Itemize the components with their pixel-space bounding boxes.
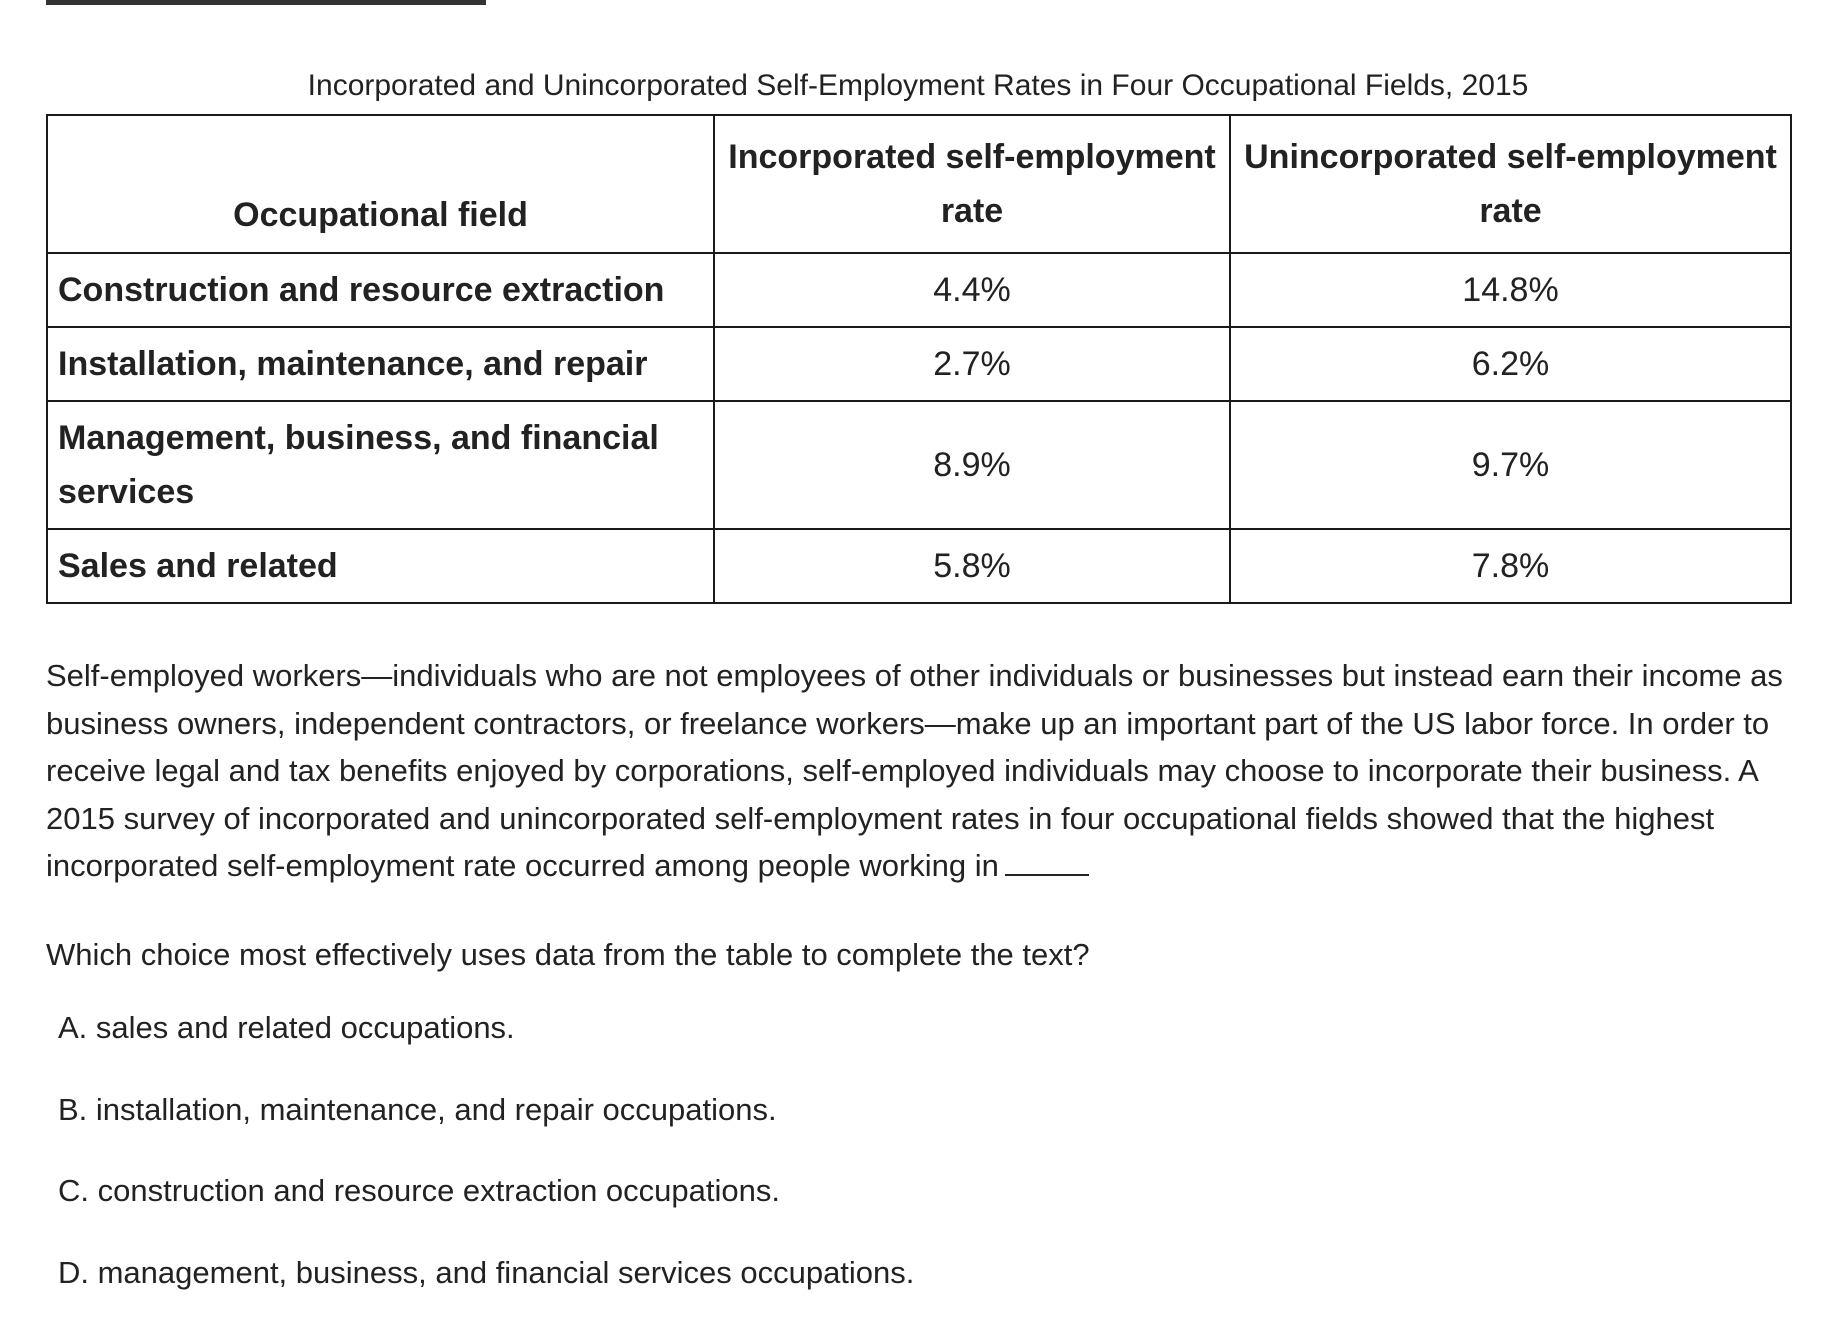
choice-a[interactable]: A. sales and related occupations. — [58, 1005, 914, 1087]
table-caption: Incorporated and Unincorporated Self-Emp… — [46, 66, 1790, 106]
table-header-row: Occupational field Incorporated self-emp… — [47, 115, 1791, 253]
choice-b[interactable]: B. installation, maintenance, and repair… — [58, 1087, 914, 1169]
incorporated-rate-cell: 8.9% — [714, 401, 1230, 529]
unincorporated-rate-cell: 9.7% — [1230, 401, 1791, 529]
incorporated-rate-cell: 4.4% — [714, 253, 1230, 327]
passage-text: Self-employed workers—individuals who ar… — [46, 658, 1783, 883]
unincorporated-rate-cell: 14.8% — [1230, 253, 1791, 327]
table-row: Installation, maintenance, and repair 2.… — [47, 327, 1791, 401]
table-row: Construction and resource extraction 4.4… — [47, 253, 1791, 327]
table-row: Sales and related 5.8% 7.8% — [47, 529, 1791, 603]
table-row: Management, business, and financial serv… — [47, 401, 1791, 529]
answer-choices: A. sales and related occupations. B. ins… — [58, 1005, 914, 1331]
occupational-field-cell: Sales and related — [47, 529, 714, 603]
top-divider-bar — [46, 0, 486, 5]
choice-d[interactable]: D. management, business, and financial s… — [58, 1250, 914, 1331]
question-prompt: Which choice most effectively uses data … — [46, 932, 1090, 978]
occupational-field-cell: Installation, maintenance, and repair — [47, 327, 714, 401]
unincorporated-rate-cell: 7.8% — [1230, 529, 1791, 603]
occupational-field-cell: Management, business, and financial serv… — [47, 401, 714, 529]
header-occupational-field: Occupational field — [47, 115, 714, 253]
header-unincorporated-rate: Unincorporated self-employment rate — [1230, 115, 1791, 253]
answer-blank — [1005, 848, 1089, 876]
unincorporated-rate-cell: 6.2% — [1230, 327, 1791, 401]
header-incorporated-rate: Incorporated self-employment rate — [714, 115, 1230, 253]
occupational-field-cell: Construction and resource extraction — [47, 253, 714, 327]
incorporated-rate-cell: 5.8% — [714, 529, 1230, 603]
data-table: Occupational field Incorporated self-emp… — [46, 114, 1792, 604]
incorporated-rate-cell: 2.7% — [714, 327, 1230, 401]
choice-c[interactable]: C. construction and resource extraction … — [58, 1168, 914, 1250]
passage: Self-employed workers—individuals who ar… — [46, 652, 1796, 890]
